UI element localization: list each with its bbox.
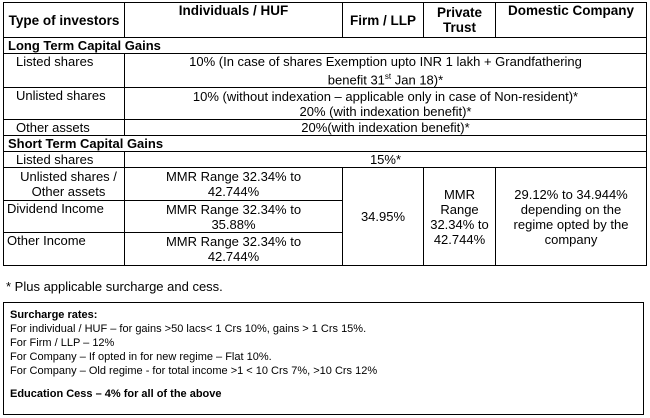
stcg-listed-value: 15%*: [124, 151, 647, 169]
surcharge-line: For Company – If opted in for new regime…: [10, 351, 272, 363]
stcg-listed-label: Listed shares: [3, 151, 125, 169]
ltcg-unlisted-value-2: 20% (with indexation benefit)*: [299, 103, 472, 119]
stcg-dividend-row: Dividend Income MMR Range 32.34% to 35.8…: [3, 200, 647, 234]
ltcg-listed-value-line1: 10% (In case of shares Exemption upto IN…: [189, 54, 582, 69]
stcg-firm-value: 34.95%: [342, 167, 424, 267]
header-company: Domestic Company: [495, 2, 647, 38]
stcg-listed-row: Listed shares 15%*: [3, 151, 647, 169]
ltcg-unlisted-label: Unlisted shares: [3, 87, 125, 121]
stcg-trust-value: MMR Range 32.34% to 42.744%: [423, 167, 496, 267]
ltcg-other-row: Other assets 20%(with indexation benefit…: [3, 119, 647, 137]
stcg-title: Short Term Capital Gains: [3, 135, 647, 153]
education-cess: Education Cess – 4% for all of the above: [10, 388, 222, 400]
ltcg-listed-value-line2: benefit 31: [327, 72, 385, 88]
header-row: Type of investors Individuals / HUF Firm…: [3, 2, 647, 38]
surcharge-line: For Company – Old regime - for total inc…: [10, 365, 378, 377]
stcg-company-value: 29.12% to 34.944% depending on the regim…: [495, 167, 647, 267]
surcharge-title: Surcharge rates:: [10, 309, 98, 321]
ltcg-other-label: Other assets: [3, 119, 125, 137]
surcharge-line: For individual / HUF – for gains >50 lac…: [10, 323, 367, 335]
header-firm: Firm / LLP: [342, 2, 424, 38]
surcharge-box: Surcharge rates: For individual / HUF – …: [3, 302, 644, 415]
ltcg-other-value: 20%(with indexation benefit)*: [124, 119, 647, 137]
ltcg-unlisted-row: Unlisted shares 10% (without indexation …: [3, 87, 647, 121]
surcharge-note: * Plus applicable surcharge and cess.: [6, 279, 223, 294]
ltcg-section-row: Long Term Capital Gains: [3, 37, 647, 54]
ltcg-listed-row: Listed shares 10% (In case of shares Exe…: [3, 52, 647, 89]
tax-rates-table: Type of investors Individuals / HUF Firm…: [3, 2, 647, 267]
stcg-unlisted-row: Unlisted shares / Other assets MMR Range…: [3, 167, 647, 267]
ltcg-title: Long Term Capital Gains: [3, 37, 647, 54]
stcg-unlisted-ind: MMR Range 32.34% to 42.744%: [124, 167, 343, 202]
ltcg-unlisted-value: 10% (without indexation – applicable onl…: [124, 87, 647, 121]
header-type: Type of investors: [3, 2, 125, 38]
stcg-otherinc-ind: MMR Range 32.34% to 42.744%: [124, 232, 343, 267]
ltcg-listed-label: Listed shares: [3, 52, 125, 89]
ltcg-listed-value: 10% (In case of shares Exemption upto IN…: [124, 52, 647, 89]
ltcg-unlisted-value-1: 10% (without indexation – applicable onl…: [192, 88, 579, 104]
stcg-section-row: Short Term Capital Gains: [3, 135, 647, 153]
header-individuals: Individuals / HUF: [124, 2, 343, 38]
stcg-dividend-ind: MMR Range 32.34% to 35.88%: [124, 200, 343, 234]
header-trust: Private Trust: [423, 2, 496, 38]
stcg-dividend-label: Dividend Income: [3, 200, 125, 234]
surcharge-line: For Firm / LLP – 12%: [10, 337, 115, 349]
stcg-otherinc-row: Other Income MMR Range 32.34% to 42.744%: [3, 232, 647, 267]
stcg-otherinc-label: Other Income: [3, 232, 125, 267]
ltcg-listed-value-line3: Jan 18)*: [391, 72, 444, 88]
ltcg-listed-value-sup: st: [384, 72, 392, 81]
stcg-unlisted-label: Unlisted shares / Other assets: [3, 167, 125, 202]
